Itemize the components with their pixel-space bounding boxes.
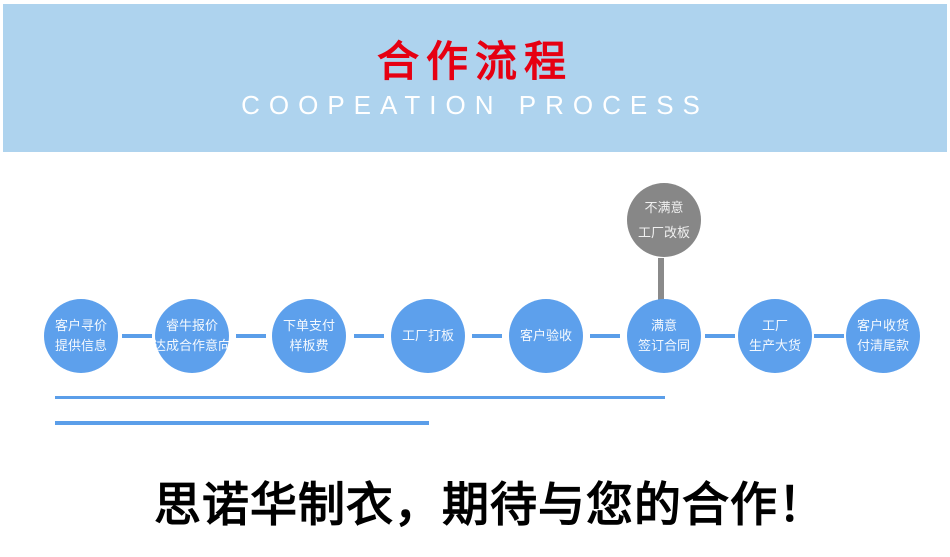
flow-connector-6-7 xyxy=(705,334,735,338)
flow-step-3-line1: 下单支付 xyxy=(282,318,335,333)
flow-step-circle-6: 满意 签订合同 xyxy=(627,299,701,373)
flow-step-circle-3: 下单支付 样板费 xyxy=(272,299,346,373)
flow-step-6-line1: 满意 xyxy=(650,318,677,333)
flow-step-1-line2: 提供信息 xyxy=(54,338,107,353)
flow-step-8-line1: 客户收货 xyxy=(856,318,909,333)
flow-step-circle-8: 客户收货 付清尾款 xyxy=(846,299,920,373)
flow-step-2-line2: 达成合作意向 xyxy=(153,338,232,353)
flow-step-circle-5: 客户验收 xyxy=(509,299,583,373)
header-banner: 合作流程 COOPEATION PROCESS xyxy=(3,4,947,152)
flow-step-circle-2: 睿牛报价 达成合作意向 xyxy=(153,299,232,373)
page-title: 合作流程 xyxy=(376,38,573,85)
flow-branch-label-line1: 不满意 xyxy=(644,200,684,215)
underline-rule-long xyxy=(55,396,665,399)
flow-step-3-line2: 样板费 xyxy=(289,338,329,353)
flow-branch-label-line2: 工厂改板 xyxy=(637,225,690,240)
flow-step-1-line1: 客户寻价 xyxy=(54,318,107,333)
flow-connector-2-3 xyxy=(236,334,266,338)
flow-step-4-line1: 工厂打板 xyxy=(401,328,454,343)
page-subtitle: COOPEATION PROCESS xyxy=(241,90,709,120)
flow-step-8-line2: 付清尾款 xyxy=(856,338,909,353)
flow-step-5-line1: 客户验收 xyxy=(519,328,572,343)
flow-connector-1-2 xyxy=(122,334,152,338)
flow-step-7-line1: 工厂 xyxy=(761,318,788,333)
flow-connector-4-5 xyxy=(472,334,502,338)
flow-step-circle-4: 工厂打板 xyxy=(391,299,465,373)
flow-branch-circle-dissatisfied: 不满意 工厂改板 xyxy=(627,183,701,257)
flow-connector-7-8 xyxy=(814,334,844,338)
flow-step-6-line2: 签订合同 xyxy=(637,338,690,353)
flow-step-circle-7: 工厂 生产大货 xyxy=(738,299,812,373)
flow-connector-5-6 xyxy=(590,334,620,338)
flow-step-circle-1: 客户寻价 提供信息 xyxy=(44,299,118,373)
flow-connector-3-4 xyxy=(354,334,384,338)
flow-step-2-line1: 睿牛报价 xyxy=(165,318,218,333)
branch-vertical-connector xyxy=(658,258,664,300)
flow-step-7-line2: 生产大货 xyxy=(748,338,801,353)
footer-slogan: 思诺华制衣，期待与您的合作！ xyxy=(154,480,826,532)
underline-rule-short xyxy=(55,421,429,425)
